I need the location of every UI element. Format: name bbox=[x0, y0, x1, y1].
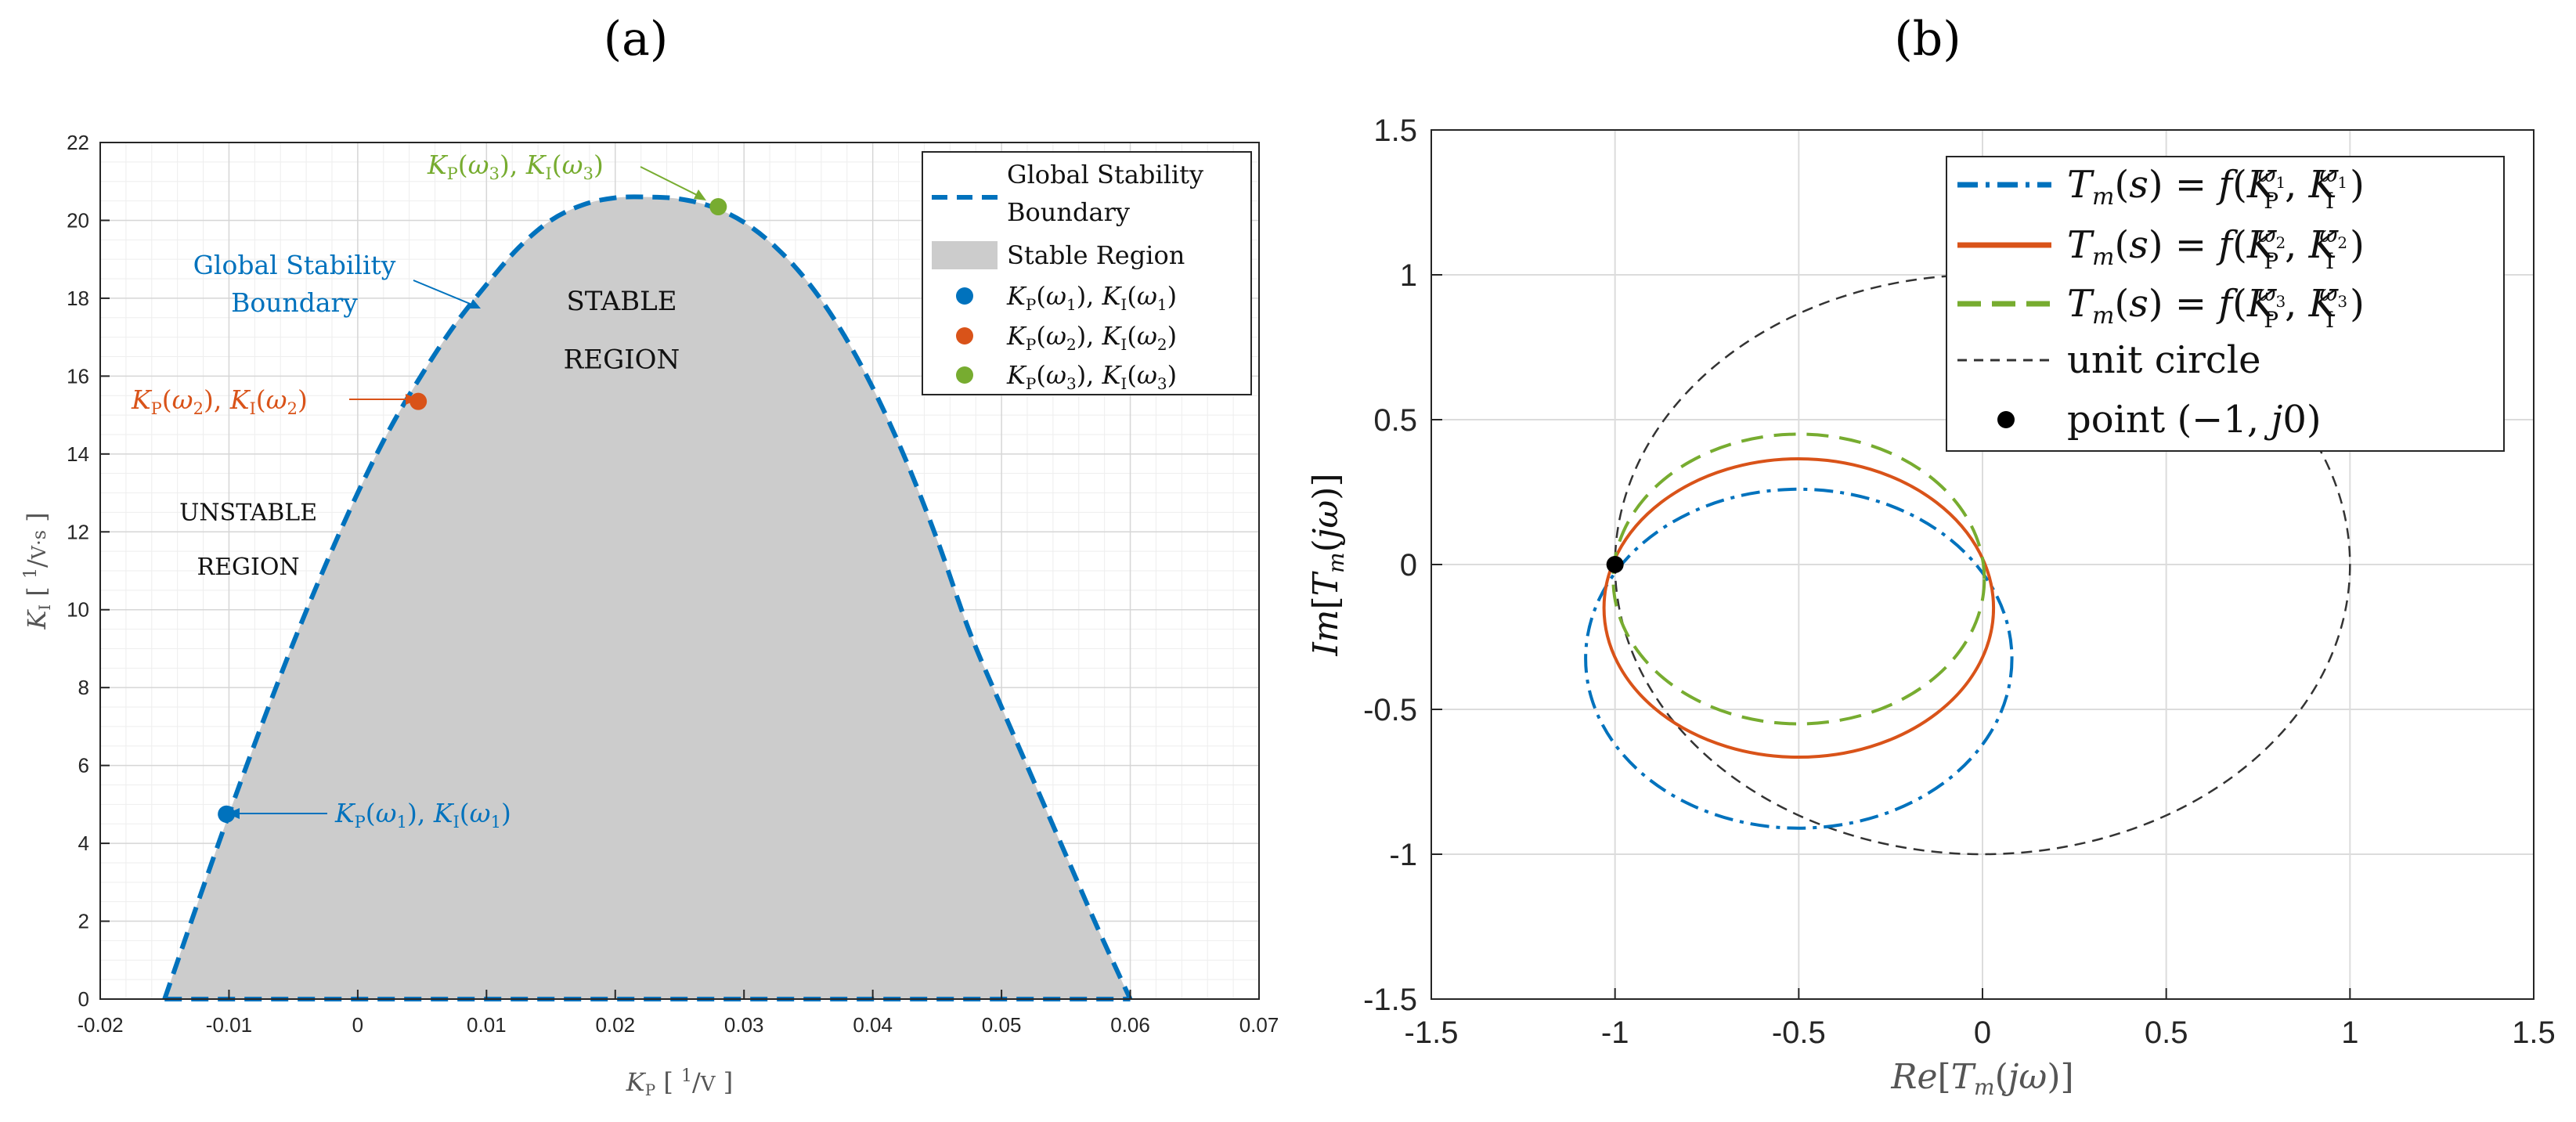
series-curve-3 bbox=[1611, 432, 1986, 726]
x-tick-label: 0.04 bbox=[853, 1013, 893, 1037]
y-tick-label: 18 bbox=[67, 287, 89, 310]
y-tick-label: 1 bbox=[1400, 258, 1417, 293]
panel-a-label: (a) bbox=[604, 12, 669, 67]
panel-a-legend: Global Stability Boundary Stable Region … bbox=[922, 151, 1252, 395]
legend-series3-label: Tm(s) = f(Kω3 P, Kω3 I) bbox=[2067, 280, 2365, 333]
legend-stable-region-swatch bbox=[932, 241, 998, 269]
legend-point3-label: KP(ω3), KI(ω3) bbox=[1006, 360, 1177, 393]
x-tick-label: 0.01 bbox=[467, 1013, 507, 1037]
y-tick-label: 20 bbox=[67, 208, 89, 232]
point3-annotation: KP(ω3), KI(ω3) bbox=[427, 150, 604, 183]
panel-b-y-ticks: -1.5 -1 -0.5 0 0.5 1 1.5 bbox=[1363, 114, 1442, 1017]
legend-boundary-label-line2: Boundary bbox=[1007, 197, 1130, 227]
panel-a-y-axis-label: KI [ 1/V·s ] bbox=[21, 512, 54, 630]
y-tick-label: 0 bbox=[1400, 548, 1417, 583]
legend-series2-label: Tm(s) = f(Kω2 P, Kω2 I) bbox=[2067, 222, 2365, 274]
legend-boundary-label-line1: Global Stability bbox=[1007, 160, 1203, 189]
region-label: REGION bbox=[564, 344, 680, 375]
x-tick-label: -0.02 bbox=[77, 1013, 123, 1037]
critical-point bbox=[1606, 556, 1624, 573]
legend-stable-region-label: Stable Region bbox=[1007, 240, 1185, 270]
y-tick-label: 8 bbox=[78, 676, 89, 699]
y-tick-label: 4 bbox=[78, 832, 89, 855]
panel-a-legend-box bbox=[922, 151, 1252, 395]
x-tick-label: -1.5 bbox=[1405, 1016, 1459, 1050]
region-label: UNSTABLE bbox=[179, 499, 317, 526]
legend-point2-marker bbox=[956, 327, 973, 345]
y-tick-label: -1 bbox=[1389, 838, 1417, 872]
point3-annotation-arrow bbox=[640, 166, 702, 198]
y-tick-label: 2 bbox=[78, 910, 89, 933]
panel-a-axes-box bbox=[99, 142, 1260, 1000]
panel-a-x-axis-label: KP [ 1/V ] bbox=[626, 1066, 733, 1099]
x-tick-label: -0.5 bbox=[1772, 1016, 1826, 1050]
x-tick-label: 0.02 bbox=[595, 1013, 635, 1037]
panel-b-label: (b) bbox=[1894, 12, 1961, 67]
x-tick-label: 0.5 bbox=[2145, 1016, 2188, 1050]
x-tick-label: 0.03 bbox=[724, 1013, 764, 1037]
legend-point-marker bbox=[1997, 411, 2015, 428]
y-tick-label: 0.5 bbox=[1373, 403, 1417, 438]
boundary-annotation-line2: Boundary bbox=[231, 287, 358, 318]
x-tick-label: 0.07 bbox=[1239, 1013, 1279, 1037]
y-tick-label: 0 bbox=[78, 987, 89, 1011]
stable-region-area bbox=[164, 197, 1131, 999]
legend-series1-label: Tm(s) = f(Kω1 P, Kω1 I) bbox=[2067, 161, 2365, 214]
panel-a-x-ticks: -0.02 -0.01 0 0.01 0.02 0.03 0.04 0.05 0.06 0.07 bbox=[77, 990, 1279, 1037]
x-tick-label: 0.06 bbox=[1110, 1013, 1150, 1037]
x-tick-label: 0.05 bbox=[982, 1013, 1022, 1037]
panel-a-y-ticks: 0 2 4 6 8 10 12 14 16 18 20 22 bbox=[67, 131, 110, 1011]
panel-b-x-ticks: -1.5 -1 -0.5 0 0.5 1 1.5 bbox=[1405, 988, 2556, 1050]
data-point bbox=[709, 198, 727, 216]
series-curve-2 bbox=[1602, 456, 1996, 759]
panel-b-y-axis-label: Im[Tm(jω)] bbox=[1306, 473, 1349, 656]
legend-point1-label: KP(ω1), KI(ω1) bbox=[1006, 281, 1177, 314]
legend-point3-marker bbox=[956, 366, 973, 384]
region-label: STABLE bbox=[566, 286, 676, 317]
panel-b-legend: Tm(s) = f(Kω1 P, Kω1 I) Tm(s) = f(Kω2 P, Kω… bbox=[1946, 156, 2505, 452]
boundary-annotation-arrow bbox=[413, 280, 478, 308]
data-point bbox=[409, 392, 428, 410]
y-tick-label: 16 bbox=[67, 364, 89, 388]
y-tick-label: -1.5 bbox=[1363, 983, 1417, 1017]
legend-point-label: point (−1, j0) bbox=[2067, 398, 2322, 442]
region-label: REGION bbox=[197, 554, 300, 581]
boundary-annotation-line1: Global Stability bbox=[193, 250, 396, 280]
series-curve-1 bbox=[1584, 487, 2014, 830]
y-tick-label: 22 bbox=[67, 131, 89, 154]
global-stability-boundary-curve bbox=[162, 194, 1133, 1001]
x-tick-label: 1 bbox=[2341, 1016, 2358, 1050]
point3-annotation-arrowhead bbox=[694, 189, 706, 200]
y-tick-label: 14 bbox=[67, 442, 89, 466]
legend-unit-circle-label: unit circle bbox=[2067, 338, 2261, 382]
x-tick-label: -1 bbox=[1601, 1016, 1629, 1050]
panel-a-annotation-arrows bbox=[227, 166, 706, 819]
y-tick-label: -0.5 bbox=[1363, 693, 1417, 727]
point2-annotation: KP(ω2), KI(ω2) bbox=[131, 384, 308, 418]
y-tick-label: 6 bbox=[78, 754, 89, 777]
x-tick-label: 0 bbox=[1974, 1016, 1991, 1050]
legend-point1-marker bbox=[956, 287, 973, 305]
panel-b-x-axis-label: Re[Tm(jω)] bbox=[1890, 1057, 2073, 1100]
boundary-annotation-arrowhead bbox=[468, 299, 481, 308]
panel-b: (b) -1.5 -1 -0.5 0 0.5 1 1.5 -1.5 -1 -0.5 0 0.5 1 1.… bbox=[1306, 12, 2556, 1100]
point1-annotation: KP(ω1), KI(ω1) bbox=[334, 798, 511, 832]
data-point bbox=[218, 805, 236, 823]
x-tick-label: 0 bbox=[352, 1013, 363, 1037]
x-tick-label: 1.5 bbox=[2512, 1016, 2556, 1050]
panel-a-region-labels: STABLE REGION UNSTABLE REGION bbox=[179, 286, 680, 581]
panel-a: (a) -0.02 -0.01 0 0.01 0.02 0.03 0.04 0.05 0.06 0… bbox=[21, 12, 1279, 1099]
y-tick-label: 10 bbox=[67, 598, 89, 622]
panel-b-points bbox=[1606, 556, 1624, 573]
y-tick-label: 12 bbox=[67, 520, 89, 543]
x-tick-label: -0.01 bbox=[206, 1013, 252, 1037]
y-tick-label: 1.5 bbox=[1373, 114, 1417, 148]
panel-a-points bbox=[218, 198, 727, 823]
legend-point2-label: KP(ω2), KI(ω2) bbox=[1006, 321, 1177, 354]
